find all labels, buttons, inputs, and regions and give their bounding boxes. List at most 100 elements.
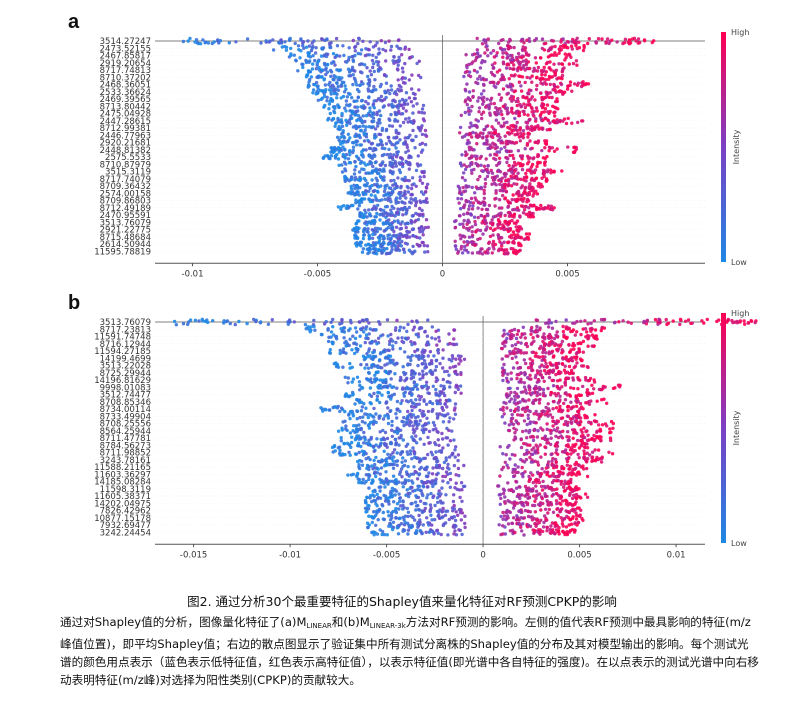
shap-point <box>586 379 590 383</box>
shap-point <box>193 318 198 322</box>
shap-point <box>362 131 366 135</box>
shap-point <box>390 428 394 432</box>
shap-point <box>516 347 520 352</box>
shap-point <box>357 380 362 384</box>
shap-point <box>364 47 368 51</box>
shap-point <box>582 449 586 453</box>
shap-point <box>354 242 358 246</box>
shap-point <box>368 106 372 110</box>
shap-point <box>558 344 562 348</box>
shap-point <box>465 102 469 107</box>
shap-point <box>510 452 514 457</box>
shap-point <box>549 204 554 208</box>
shap-point <box>486 251 490 255</box>
shap-point <box>565 459 570 464</box>
shap-point <box>362 330 366 334</box>
shap-point <box>502 362 506 367</box>
shap-point <box>495 214 499 218</box>
shap-point <box>441 348 445 352</box>
shap-point <box>551 104 555 109</box>
shap-point <box>375 178 379 183</box>
shap-point <box>544 405 548 410</box>
shap-point <box>523 332 527 336</box>
shap-point <box>573 321 577 325</box>
shap-point <box>299 37 303 41</box>
shap-point <box>603 422 608 426</box>
shap-point <box>379 234 384 238</box>
shap-point <box>335 96 339 100</box>
shap-point <box>396 220 401 225</box>
shap-point <box>407 154 411 158</box>
shap-point <box>355 430 359 434</box>
shap-point <box>525 344 530 349</box>
shap-point <box>520 332 524 336</box>
shap-point <box>342 53 346 58</box>
shap-point <box>505 106 510 111</box>
shap-point <box>549 171 553 175</box>
shap-point <box>324 408 328 412</box>
shap-point <box>457 357 462 361</box>
feature-label: 3513.76079 <box>100 318 151 328</box>
shap-point <box>396 78 400 82</box>
shap-point <box>481 110 486 114</box>
shap-point <box>564 444 569 448</box>
shap-point <box>360 150 364 154</box>
feature-label: 2919.20654 <box>100 59 151 69</box>
shap-point <box>471 204 475 208</box>
shap-point <box>375 41 379 45</box>
shap-point <box>358 161 363 165</box>
shap-point <box>406 149 410 153</box>
shap-point <box>334 121 338 126</box>
shap-point <box>451 356 455 360</box>
shap-point <box>459 197 464 201</box>
shap-point <box>366 171 370 175</box>
shap-point <box>292 320 296 324</box>
shap-point <box>522 112 527 117</box>
shap-point <box>355 183 359 188</box>
shap-point <box>543 358 547 363</box>
shap-point <box>364 243 368 247</box>
shap-point <box>556 435 561 440</box>
shap-point <box>572 40 576 44</box>
shap-point <box>415 162 420 166</box>
shap-point <box>498 445 502 449</box>
shap-point <box>509 184 514 188</box>
shap-point <box>610 452 615 456</box>
shap-point <box>493 204 497 208</box>
shap-point <box>441 377 445 382</box>
shap-point <box>504 401 508 405</box>
shap-point <box>512 233 517 237</box>
shap-point <box>414 168 419 173</box>
shap-point <box>501 60 506 64</box>
shap-point <box>320 47 325 51</box>
shap-point <box>527 450 531 455</box>
shap-point <box>579 341 583 346</box>
shap-point <box>522 102 526 106</box>
shap-point <box>590 344 594 348</box>
shap-point <box>599 460 604 464</box>
shap-point <box>484 157 488 161</box>
feature-row: 2574.00158 <box>100 188 705 199</box>
shap-point <box>529 204 534 208</box>
shap-point <box>393 182 398 186</box>
shap-point <box>335 68 339 72</box>
shap-point <box>383 146 387 151</box>
shap-point <box>571 376 575 380</box>
shap-point <box>296 69 300 73</box>
shap-point <box>495 51 499 55</box>
shap-point <box>442 386 447 391</box>
shap-point <box>406 186 410 190</box>
shap-point <box>471 148 475 152</box>
shap-point <box>400 450 404 454</box>
shap-point <box>560 351 564 355</box>
shap-point <box>753 320 757 325</box>
shap-point <box>454 247 458 251</box>
shap-point <box>381 333 385 337</box>
shap-point <box>515 361 519 365</box>
shap-point <box>350 348 354 352</box>
shap-point <box>357 437 361 441</box>
shap-point <box>508 386 512 390</box>
shap-point <box>385 152 390 157</box>
shap-point <box>475 36 479 41</box>
shap-point <box>565 393 569 397</box>
